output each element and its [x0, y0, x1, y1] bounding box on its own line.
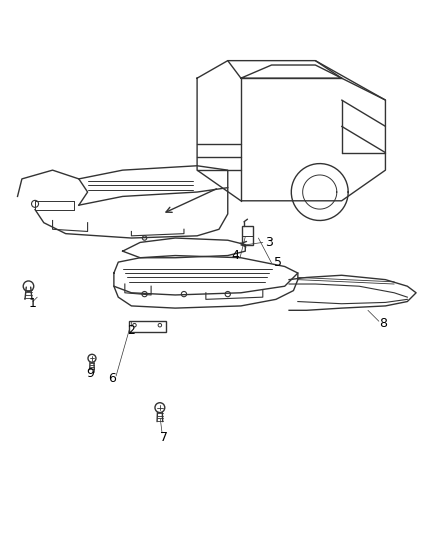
- Text: 7: 7: [160, 431, 168, 444]
- Text: 1: 1: [29, 297, 37, 310]
- Text: 6: 6: [108, 372, 116, 385]
- Text: 2: 2: [127, 324, 135, 336]
- Text: 8: 8: [379, 317, 387, 330]
- Text: 3: 3: [265, 236, 273, 249]
- Text: 5: 5: [274, 256, 282, 270]
- Text: 9: 9: [86, 367, 94, 381]
- Text: 4: 4: [232, 249, 240, 262]
- Bar: [129, 321, 166, 332]
